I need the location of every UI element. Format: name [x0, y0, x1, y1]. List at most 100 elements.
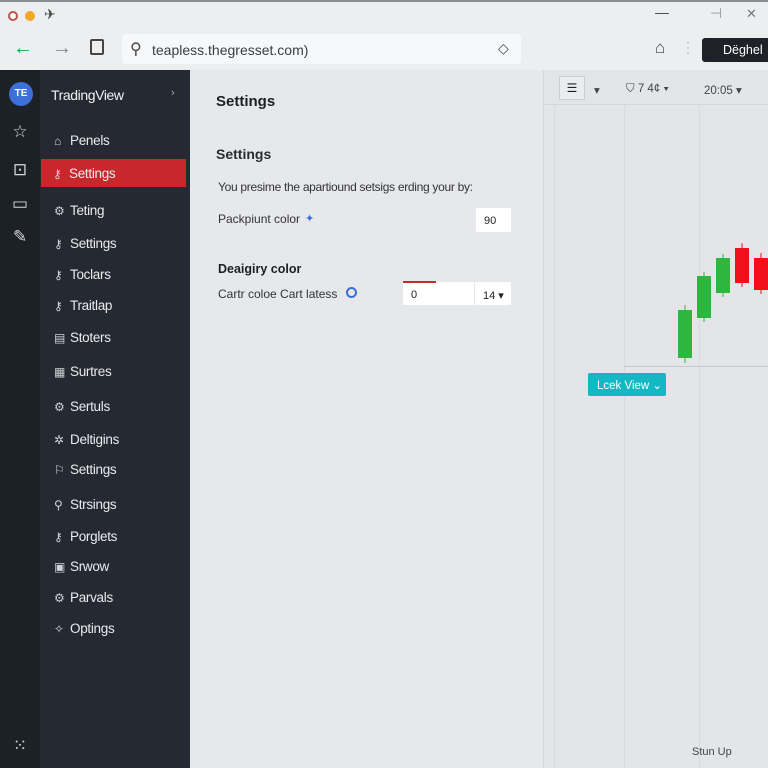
bookmark-icon[interactable]: ◇ [498, 40, 509, 56]
value-input[interactable]: 0 [403, 282, 474, 305]
sidebar-item-label: Sertuls [70, 399, 110, 414]
sidebar-item[interactable]: ⚷ Settings [41, 159, 186, 187]
description: You presime the apartiound setsigs erdin… [218, 180, 473, 194]
url-input[interactable]: ⚲ teapless.thegresset.com) ◇ [122, 34, 521, 64]
sun-icon: ✲ [54, 433, 64, 447]
home-icon: ⌂ [54, 134, 61, 148]
bag-icon[interactable]: ⊡ [12, 160, 28, 179]
candle-body[interactable] [678, 310, 692, 358]
sidebar-item-label: Settings [69, 166, 116, 181]
sparkle-icon: ✧ [54, 622, 64, 636]
sidebar-item-label: Traitlap [70, 298, 113, 313]
close-icon[interactable]: ✕ [746, 6, 757, 21]
logo[interactable]: TE [9, 82, 33, 106]
sidebar-item[interactable]: ⚷ Porglets [42, 522, 187, 550]
toolbar-divider [544, 104, 768, 105]
pin-icon: ⚐ [54, 463, 65, 477]
sidebar-item[interactable]: ⚷ Settings [42, 229, 187, 257]
size-select[interactable]: 14 ▾ [475, 282, 511, 305]
time-dropdown[interactable]: 20:05 ▾ [704, 85, 742, 97]
sidebar-item[interactable]: ⚙ Parvals [42, 583, 187, 611]
key-icon: ⚷ [54, 299, 63, 313]
sidebar-item-label: Optings [70, 621, 115, 636]
close-window-button[interactable] [8, 11, 18, 21]
sidebar-item-label: Settings [70, 236, 117, 251]
sidebar-item[interactable]: ▤ Stoters [42, 323, 187, 351]
sidebar-item[interactable]: ⚷ Toclars [42, 260, 187, 288]
sidebar-item-label: Toclars [70, 267, 111, 282]
candle-body[interactable] [735, 248, 749, 283]
gear-icon: ⚙ [54, 400, 65, 414]
candle-body[interactable] [716, 258, 730, 293]
grid-line [699, 105, 700, 768]
minimize-icon[interactable]: — [655, 4, 669, 20]
page-title: Settings [216, 93, 276, 110]
account-button[interactable]: Dëghel [702, 38, 768, 62]
sidebar-item-label: Porglets [70, 529, 118, 544]
list-icon: ▤ [54, 331, 66, 345]
sidebar-item-label: Settings [70, 462, 117, 477]
sidebar-item-label: Stoters [70, 330, 111, 345]
sidebar-item[interactable]: ⚙ Teting [42, 196, 187, 224]
window-icon: ▣ [54, 560, 66, 574]
info-icon[interactable] [346, 287, 357, 298]
grid-icon[interactable]: ⁙ [12, 736, 28, 755]
candle-body[interactable] [697, 276, 711, 318]
interval-dropdown[interactable]: ⛉ 7 4¢ ▾ [626, 83, 670, 95]
sidebar-item[interactable]: ⚲ Strsings [42, 490, 187, 518]
pin-icon: ✈ [44, 6, 56, 22]
grid-line [554, 105, 555, 768]
sidebar-item-label: Deltigins [70, 432, 120, 447]
sidebar-item-label: Parvals [70, 590, 113, 605]
key-icon: ⚷ [53, 167, 62, 181]
footer-label[interactable]: Stun Up [692, 746, 732, 758]
search-icon: ⚲ [54, 498, 63, 512]
icon-rail: TE ☆ ⊡ ▭ ✎ ⁙ [0, 70, 40, 768]
chart-area: ☰ ▾ ⛉ 7 4¢ ▾ 20:05 ▾ Lcek View ⌄ Stun Up [543, 70, 768, 768]
row-label: Cartr coloe Cart latess [218, 287, 338, 301]
settings-panel: Settings Settings You presime the aparti… [190, 70, 543, 768]
sidebar-item[interactable]: ▦ Surtres [42, 357, 187, 385]
sparkle-icon: ✦ [305, 213, 315, 225]
tooltip-button[interactable]: Lcek View ⌄ [588, 373, 666, 396]
url-text: teapless.thegresset.com) [152, 42, 309, 58]
row-label: Packpiunt color [218, 212, 301, 226]
sidebar-item[interactable]: ⚐ Settings [42, 455, 187, 483]
forward-icon[interactable]: → [52, 37, 72, 59]
sidebar-item[interactable]: ⌂ Penels [42, 126, 187, 154]
sidebar-item[interactable]: ⚙ Sertuls [42, 392, 187, 420]
gear-icon: ⚙ [54, 591, 65, 605]
sidebar-item-label: Strsings [70, 497, 117, 512]
menu-icon[interactable]: ⋮ [681, 39, 695, 55]
sidebar-item-label: Srwow [70, 559, 110, 574]
tab-icon[interactable] [90, 39, 104, 55]
key-icon: ⚷ [54, 530, 63, 544]
sidebar-item-label: Surtres [70, 364, 112, 379]
collapse-icon[interactable]: › [171, 87, 175, 99]
minimize-window-button[interactable] [25, 11, 35, 21]
candlestick-series [678, 243, 768, 363]
price-line [624, 366, 768, 367]
home-icon[interactable]: ⌂ [655, 38, 666, 57]
address-bar: ← → ⚲ teapless.thegresset.com) ◇ ⌂ ⋮ Dëg… [0, 30, 768, 70]
tools-icon[interactable]: ✎ [12, 227, 28, 246]
brand-name: TradingView [51, 87, 124, 103]
wallet-icon[interactable]: ▭ [11, 194, 29, 213]
star-icon[interactable]: ☆ [12, 122, 28, 141]
input-accent [403, 281, 436, 283]
sidebar-item[interactable]: ⚷ Traitlap [42, 291, 187, 319]
maximize-icon[interactable]: ⊣ [710, 5, 723, 21]
section2-title: Deaigiry color [218, 262, 302, 276]
color-value-input[interactable]: 90 [476, 208, 511, 232]
sidebar-item[interactable]: ✲ Deltigins [42, 425, 187, 453]
sidebar-item[interactable]: ▣ Srwow [42, 552, 187, 580]
chart-type-icon[interactable]: ☰ [559, 76, 585, 100]
candle-body[interactable] [754, 258, 768, 290]
back-icon[interactable]: ← [13, 37, 33, 59]
search-icon: ⚲ [130, 41, 142, 58]
key-icon: ⚷ [54, 268, 63, 282]
sidebar-item-label: Teting [70, 203, 105, 218]
sidebar: TradingView › ⌂ Penels ⚷ Settings ⚙ Teting ⚷ Se… [40, 70, 190, 768]
chart-type-dropdown[interactable]: ▾ [594, 85, 600, 97]
sidebar-item[interactable]: ✧ Optings [42, 614, 187, 642]
